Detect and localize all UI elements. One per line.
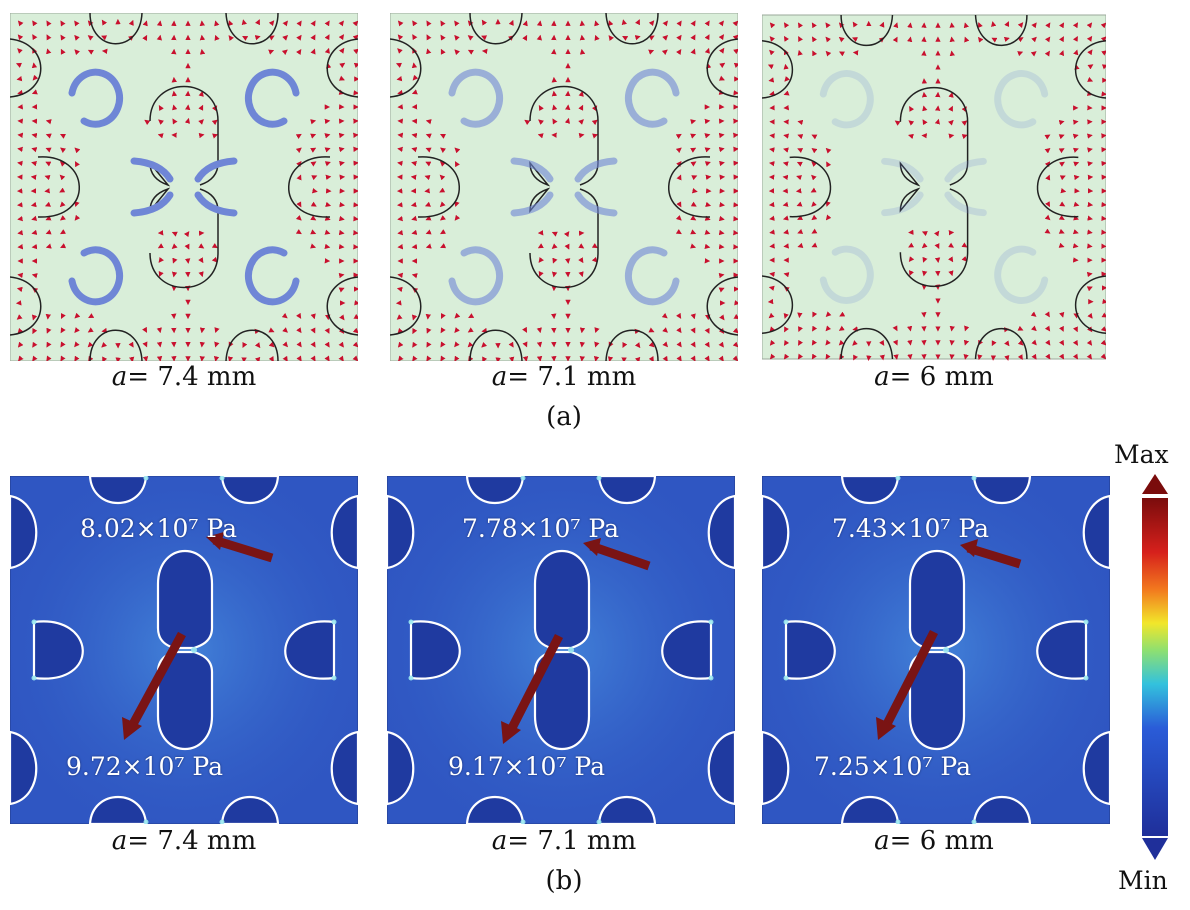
pointer-arrow-bottom-head [122,717,142,740]
a-value: = 6 mm [889,826,994,856]
stress-panel-b3 [762,476,1110,824]
a-symbol: a [491,362,508,392]
colorbar-min-arrow [1142,838,1168,860]
field-panel-a1 [10,13,358,361]
a-value: = 7.4 mm [127,362,257,392]
stress-label-bottom: 9.17×10⁷ Pa [448,752,605,781]
colorbar-max-label: Max [1114,440,1169,469]
caption-a2: a= 7.1 mm [394,362,734,392]
caption-b1: a= 7.4 mm [14,826,354,856]
sublabel-b: (b) [545,866,583,896]
pointer-arrow-top [212,535,274,563]
colorbar-max-arrow [1142,474,1168,494]
pointer-arrow-bottom [128,631,186,729]
stress-panel-b2 [387,476,735,824]
caption-b3: a= 6 mm [764,826,1104,856]
sublabel-a: (a) [546,402,582,432]
colorbar-gradient [1142,498,1168,836]
caption-a1: a= 7.4 mm [14,362,354,392]
colorbar [1138,472,1172,862]
a-value: = 7.4 mm [127,826,257,856]
pointer-arrow-top-head [206,532,224,550]
a-value: = 7.1 mm [507,826,637,856]
a-value: = 7.1 mm [507,362,637,392]
stress-label-top: 7.43×10⁷ Pa [832,514,989,543]
stress-label-bottom: 7.25×10⁷ Pa [814,752,971,781]
caption-b2: a= 7.1 mm [394,826,734,856]
a-symbol: a [491,826,508,856]
a-symbol: a [874,826,890,856]
caption-a3: a= 6 mm [764,362,1104,392]
field-panel-a2 [390,13,738,361]
a-symbol: a [111,826,128,856]
a-symbol: a [111,362,128,392]
stress-label-bottom: 9.72×10⁷ Pa [66,752,223,781]
stress-label-top: 7.78×10⁷ Pa [462,514,619,543]
a-symbol: a [874,362,890,392]
stress-panel-b1 [10,476,358,824]
a-value: = 6 mm [889,362,994,392]
colorbar-min-label: Min [1118,866,1168,895]
stress-label-top: 8.02×10⁷ Pa [80,514,237,543]
field-panel-a3 [762,13,1106,361]
